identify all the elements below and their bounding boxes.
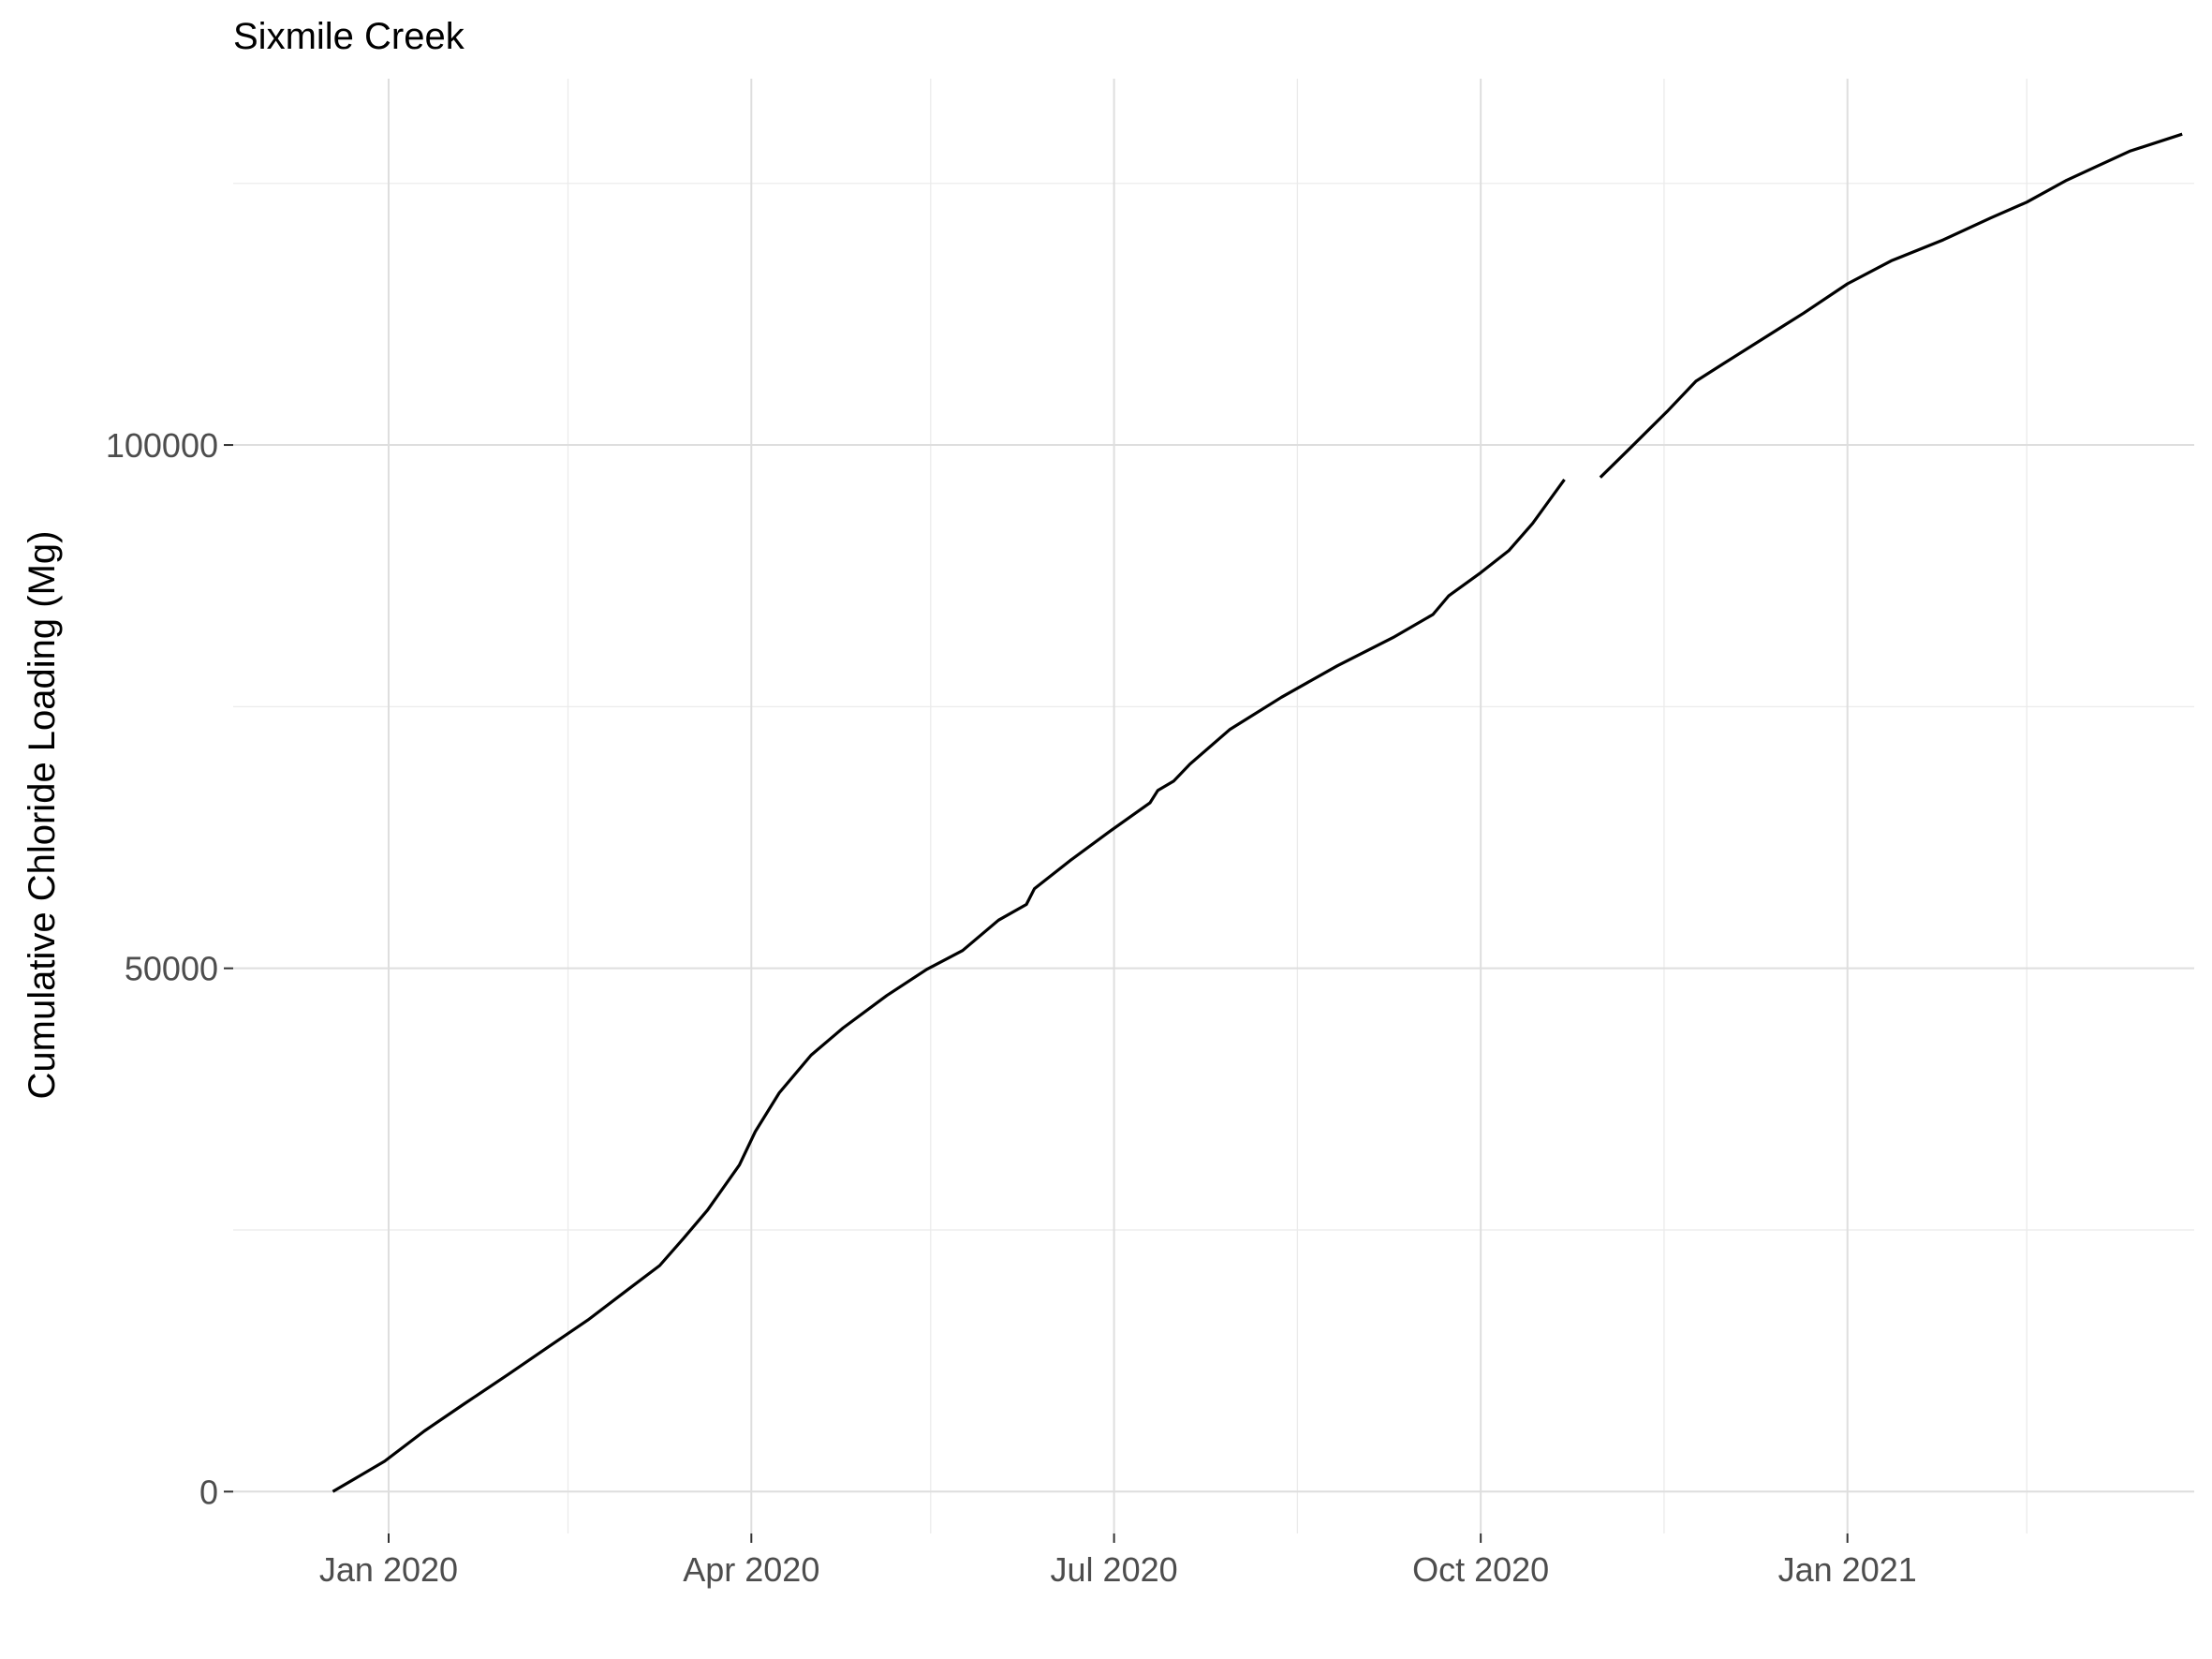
y-tick-label: 100000 — [106, 426, 218, 465]
x-tick-label: Jul 2020 — [1051, 1550, 1178, 1589]
y-tick-label: 0 — [199, 1473, 218, 1511]
y-axis: 0 50000 100000 — [106, 426, 233, 1511]
x-tick-label: Oct 2020 — [1412, 1550, 1549, 1589]
series-layer — [332, 132, 2183, 1493]
x-tick-label: Jan 2020 — [319, 1550, 458, 1589]
chart-title: Sixmile Creek — [233, 16, 465, 57]
series-line-segment — [1599, 132, 2183, 479]
major-gridlines — [233, 79, 2194, 1533]
x-tick-label: Jan 2021 — [1778, 1550, 1917, 1589]
minor-gridlines — [233, 79, 2194, 1533]
y-tick-label: 50000 — [125, 950, 218, 988]
series-line-segment — [332, 478, 1566, 1493]
x-axis: Jan 2020 Apr 2020 Jul 2020 Oct 2020 Jan 2021 — [319, 1533, 1917, 1589]
x-tick-label: Apr 2020 — [683, 1550, 819, 1589]
y-axis-title: Cumulative Chloride Loading (Mg) — [22, 531, 63, 1100]
